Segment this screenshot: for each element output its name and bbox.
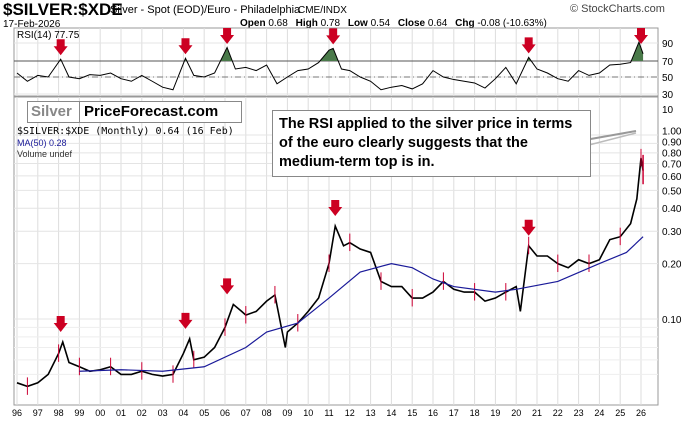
price-tick-label: 0.90 xyxy=(662,138,682,149)
price-tick-label: 0.10 xyxy=(662,315,682,326)
rsi-tick-label: 50 xyxy=(662,73,674,84)
x-tick-label: 12 xyxy=(345,408,355,418)
annotation-pointer xyxy=(584,130,637,141)
price-arrow-icon xyxy=(53,315,68,332)
rsi-arrow-icon xyxy=(521,37,536,54)
x-tick-label: 15 xyxy=(407,408,417,418)
x-tick-label: 19 xyxy=(490,408,500,418)
price-tick-label: 1.00 xyxy=(662,127,682,138)
price-tick-label: 0.60 xyxy=(662,172,682,183)
x-tick-label: 96 xyxy=(12,408,22,418)
ohlc-key: Open xyxy=(240,18,269,29)
price-arrow-icon xyxy=(178,312,193,329)
rsi-arrow-icon xyxy=(220,28,235,44)
brand[interactable]: © StockCharts.com xyxy=(570,3,665,15)
x-tick-label: 17 xyxy=(449,408,459,418)
legend-volume: Volume undef xyxy=(17,149,73,159)
x-tick-label: 26 xyxy=(636,408,646,418)
rsi-line xyxy=(16,40,644,91)
rsi-overbought-fill xyxy=(17,42,644,61)
ohlc-value: 0.78 xyxy=(320,18,343,29)
rsi-arrow-icon xyxy=(326,28,341,45)
rsi-tick-label: 30 xyxy=(662,90,674,101)
symbol-description: Silver - Spot (EOD)/Euro - Philadelphia xyxy=(110,4,301,16)
rsi-tick-label: 90 xyxy=(662,39,674,50)
price-tick-label: 0.70 xyxy=(662,160,682,171)
ohlc-value: 0.64 xyxy=(427,18,451,29)
x-tick-label: 22 xyxy=(553,408,563,418)
x-tick-label: 98 xyxy=(54,408,64,418)
x-tick-label: 05 xyxy=(199,408,209,418)
price-tick-label: 0.50 xyxy=(662,186,682,197)
x-tick-label: 10 xyxy=(303,408,313,418)
ohlc-key: Low xyxy=(347,18,371,29)
rsi-arrow-icon xyxy=(53,39,68,56)
x-tick-label: 14 xyxy=(386,408,396,418)
price-tick-label: 0.40 xyxy=(662,204,682,215)
price-arrow-icon xyxy=(521,219,536,236)
price-tick-label: 0.20 xyxy=(662,260,682,271)
x-tick-label: 25 xyxy=(615,408,625,418)
x-tick-label: 02 xyxy=(137,408,147,418)
ohlc-key: Chg xyxy=(455,18,478,29)
x-tick-label: 08 xyxy=(262,408,272,418)
price-arrow-icon xyxy=(220,278,235,295)
x-tick-label: 00 xyxy=(95,408,105,418)
x-tick-label: 21 xyxy=(532,408,542,418)
legend-price: $SILVER:$XDE (Monthly) 0.64 (16 Feb) xyxy=(17,126,234,137)
annotation-pointer xyxy=(584,132,637,147)
x-tick-label: 07 xyxy=(241,408,251,418)
price-tick-label: 10 xyxy=(662,105,674,116)
ma-line xyxy=(79,236,644,372)
ohlc-key: High xyxy=(295,18,321,29)
legend-ma: MA(50) 0.28 xyxy=(17,138,67,148)
x-tick-label: 09 xyxy=(282,408,292,418)
exchange: CME/INDX xyxy=(298,5,347,16)
x-tick-label: 20 xyxy=(511,408,521,418)
x-tick-label: 23 xyxy=(574,408,584,418)
x-tick-label: 03 xyxy=(158,408,168,418)
logo: Silver PriceForecast.com xyxy=(27,101,242,123)
x-tick-label: 99 xyxy=(74,408,84,418)
ohlc-readout: Open 0.68 High 0.78 Low 0.54 Close 0.64 … xyxy=(240,18,552,29)
rsi-title: RSI(14) 77.75 xyxy=(17,30,80,41)
x-tick-label: 04 xyxy=(178,408,188,418)
x-tick-label: 18 xyxy=(470,408,480,418)
x-tick-label: 97 xyxy=(33,408,43,418)
x-tick-label: 11 xyxy=(324,408,333,418)
ohlc-value: 0.54 xyxy=(370,18,393,29)
symbol-title: $SILVER:$XDE xyxy=(3,0,123,19)
ohlc-value: 0.68 xyxy=(268,18,291,29)
price-arrow-icon xyxy=(328,200,343,217)
x-tick-label: 06 xyxy=(220,408,230,418)
x-tick-label: 24 xyxy=(594,408,604,418)
rsi-arrow-icon xyxy=(178,38,193,55)
logo-left: Silver xyxy=(31,103,72,120)
x-tick-label: 16 xyxy=(428,408,438,418)
rsi-tick-label: 70 xyxy=(662,57,674,68)
x-tick-label: 01 xyxy=(116,408,126,418)
ohlc-value: -0.08 (-10.63%) xyxy=(477,18,547,29)
price-tick-label: 0.80 xyxy=(662,149,682,160)
date: 17-Feb-2026 xyxy=(3,19,61,30)
x-tick-label: 13 xyxy=(366,408,376,418)
rsi-arrow-icon xyxy=(634,28,648,44)
annotation-box: The RSI applied to the silver price in t… xyxy=(272,110,591,177)
logo-right: PriceForecast.com xyxy=(84,103,219,120)
ohlc-key: Close xyxy=(397,18,428,29)
price-tick-label: 0.30 xyxy=(662,227,682,238)
